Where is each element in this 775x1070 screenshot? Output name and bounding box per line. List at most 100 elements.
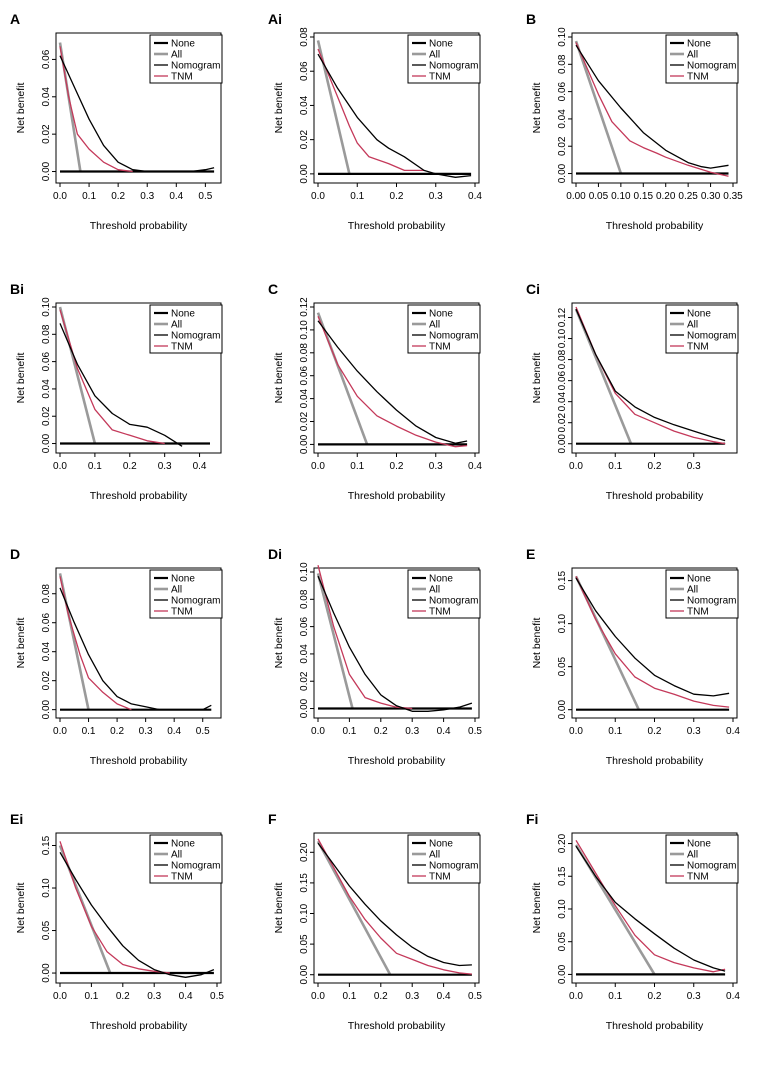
y-tick-label: 0.02 — [41, 124, 52, 144]
y-tick-label: 0.04 — [299, 388, 310, 408]
legend-label-none: None — [687, 574, 711, 585]
series-line-nomogram — [59, 323, 183, 447]
series-line-tnm — [575, 42, 729, 177]
plot-frame — [313, 567, 480, 719]
y-tick-label: 0.00 — [557, 700, 568, 720]
x-axis-title: Threshold probability — [348, 490, 446, 502]
y-tick-label: 0.08 — [41, 324, 52, 344]
x-tick-label: 0.1 — [82, 726, 96, 737]
panel-d: D 0.0 0.1 0.2 0.3 0.4 0.5 0.00 0.02 0.04 0.06 0.08 T… — [10, 546, 223, 767]
x-tick-label: 0.4 — [169, 191, 183, 202]
panel-label: Fi — [526, 811, 538, 827]
x-tick-label: 0.0 — [569, 726, 583, 737]
legend-label-nomogram: Nomogram — [429, 61, 478, 72]
y-tick-label: 0.08 — [299, 343, 310, 363]
y-tick-label: 0.12 — [299, 297, 310, 317]
x-tick-label: 0.2 — [110, 726, 124, 737]
y-tick-label: 0.00 — [41, 963, 52, 983]
panel-label: C — [268, 281, 278, 297]
x-axis-title: Threshold probability — [606, 755, 704, 767]
y-tick-label: 0.10 — [299, 903, 310, 923]
y-tick-label: 0.08 — [41, 584, 52, 604]
x-axis-title: Threshold probability — [348, 220, 446, 232]
plot-frame — [55, 832, 222, 984]
x-tick-label: 0.3 — [139, 726, 153, 737]
series-line-all — [316, 312, 369, 445]
y-axis-title: Net benefit — [15, 883, 27, 934]
x-tick-label: 0.3 — [405, 991, 419, 1002]
legend-label-none: None — [687, 309, 711, 320]
y-tick-label: 0.08 — [299, 27, 310, 47]
y-tick-label: 0.10 — [557, 899, 568, 919]
legend-label-tnm: TNM — [687, 872, 709, 883]
series-line-tnm — [59, 841, 170, 974]
y-tick-label: 0.08 — [557, 54, 568, 74]
x-tick-label: 0.3 — [687, 461, 701, 472]
panel-label: Bi — [10, 281, 24, 297]
legend-label-none: None — [171, 39, 195, 50]
y-tick-label: 0.06 — [299, 366, 310, 386]
y-tick-label: 0.00 — [299, 164, 310, 184]
x-tick-label: 0.2 — [648, 726, 662, 737]
x-axis-title: Threshold probability — [90, 1020, 188, 1032]
panel-label: E — [526, 546, 535, 562]
x-tick-label: 0.0 — [569, 461, 583, 472]
y-tick-label: 0.05 — [557, 656, 568, 676]
legend-label-none: None — [171, 839, 195, 850]
y-axis-title: Net benefit — [531, 618, 543, 669]
y-tick-label: 0.04 — [41, 87, 52, 107]
series-line-tnm — [575, 576, 730, 708]
legend-label-nomogram: Nomogram — [171, 596, 220, 607]
y-tick-label: 0.06 — [557, 370, 568, 390]
x-tick-label: 0.2 — [390, 461, 404, 472]
x-tick-label: 0.1 — [88, 461, 102, 472]
series-line-nomogram — [317, 320, 468, 444]
x-tick-label: 0.20 — [656, 191, 676, 202]
x-tick-label: 0.3 — [429, 461, 443, 472]
x-tick-label: 0.2 — [374, 726, 388, 737]
y-tick-label: 0.10 — [299, 320, 310, 340]
x-tick-label: 0.4 — [437, 726, 451, 737]
panel-di: Di 0.0 0.1 0.2 0.3 0.4 0.5 0.00 0.02 0.04 0.06 0.08… — [268, 546, 482, 767]
panel-label: Ai — [268, 11, 282, 27]
x-tick-label: 0.5 — [210, 991, 224, 1002]
y-tick-label: 0.15 — [41, 835, 52, 855]
legend-label-none: None — [429, 574, 453, 585]
x-axis-title: Threshold probability — [606, 220, 704, 232]
y-tick-label: 0.05 — [41, 920, 52, 940]
legend-label-tnm: TNM — [687, 72, 709, 83]
x-tick-label: 0.4 — [179, 991, 193, 1002]
x-tick-label: 0.2 — [111, 191, 125, 202]
y-tick-label: 0.06 — [41, 613, 52, 633]
x-tick-label: 0.5 — [468, 726, 482, 737]
x-tick-label: 0.1 — [82, 191, 96, 202]
x-tick-label: 0.3 — [147, 991, 161, 1002]
x-tick-label: 0.1 — [350, 191, 364, 202]
y-tick-label: 0.04 — [557, 109, 568, 129]
y-tick-label: 0.04 — [299, 644, 310, 664]
y-tick-label: 0.04 — [41, 642, 52, 662]
series-line-all — [316, 573, 354, 709]
x-tick-label: 0.4 — [193, 461, 207, 472]
x-tick-label: 0.4 — [726, 726, 740, 737]
plot-frame — [571, 32, 738, 184]
y-tick-label: 0.00 — [299, 965, 310, 985]
legend-label-all: All — [171, 850, 182, 861]
x-axis-title: Threshold probability — [606, 1020, 704, 1032]
series-line-nomogram — [575, 845, 726, 972]
legend-label-all: All — [171, 50, 182, 61]
legend-label-tnm: TNM — [429, 72, 451, 83]
y-tick-label: 0.08 — [299, 589, 310, 609]
legend-label-none: None — [429, 839, 453, 850]
x-tick-label: 0.2 — [648, 461, 662, 472]
panel-label: Ci — [526, 281, 540, 297]
panel-fi: Fi 0.0 0.1 0.2 0.3 0.4 0.00 0.05 0.10 0.15 0.20 Thr… — [526, 811, 740, 1032]
series-line-tnm — [317, 565, 413, 710]
plot-frame — [313, 832, 480, 984]
series-line-tnm — [575, 839, 726, 973]
legend-label-nomogram: Nomogram — [429, 596, 478, 607]
x-tick-label: 0.3 — [405, 726, 419, 737]
